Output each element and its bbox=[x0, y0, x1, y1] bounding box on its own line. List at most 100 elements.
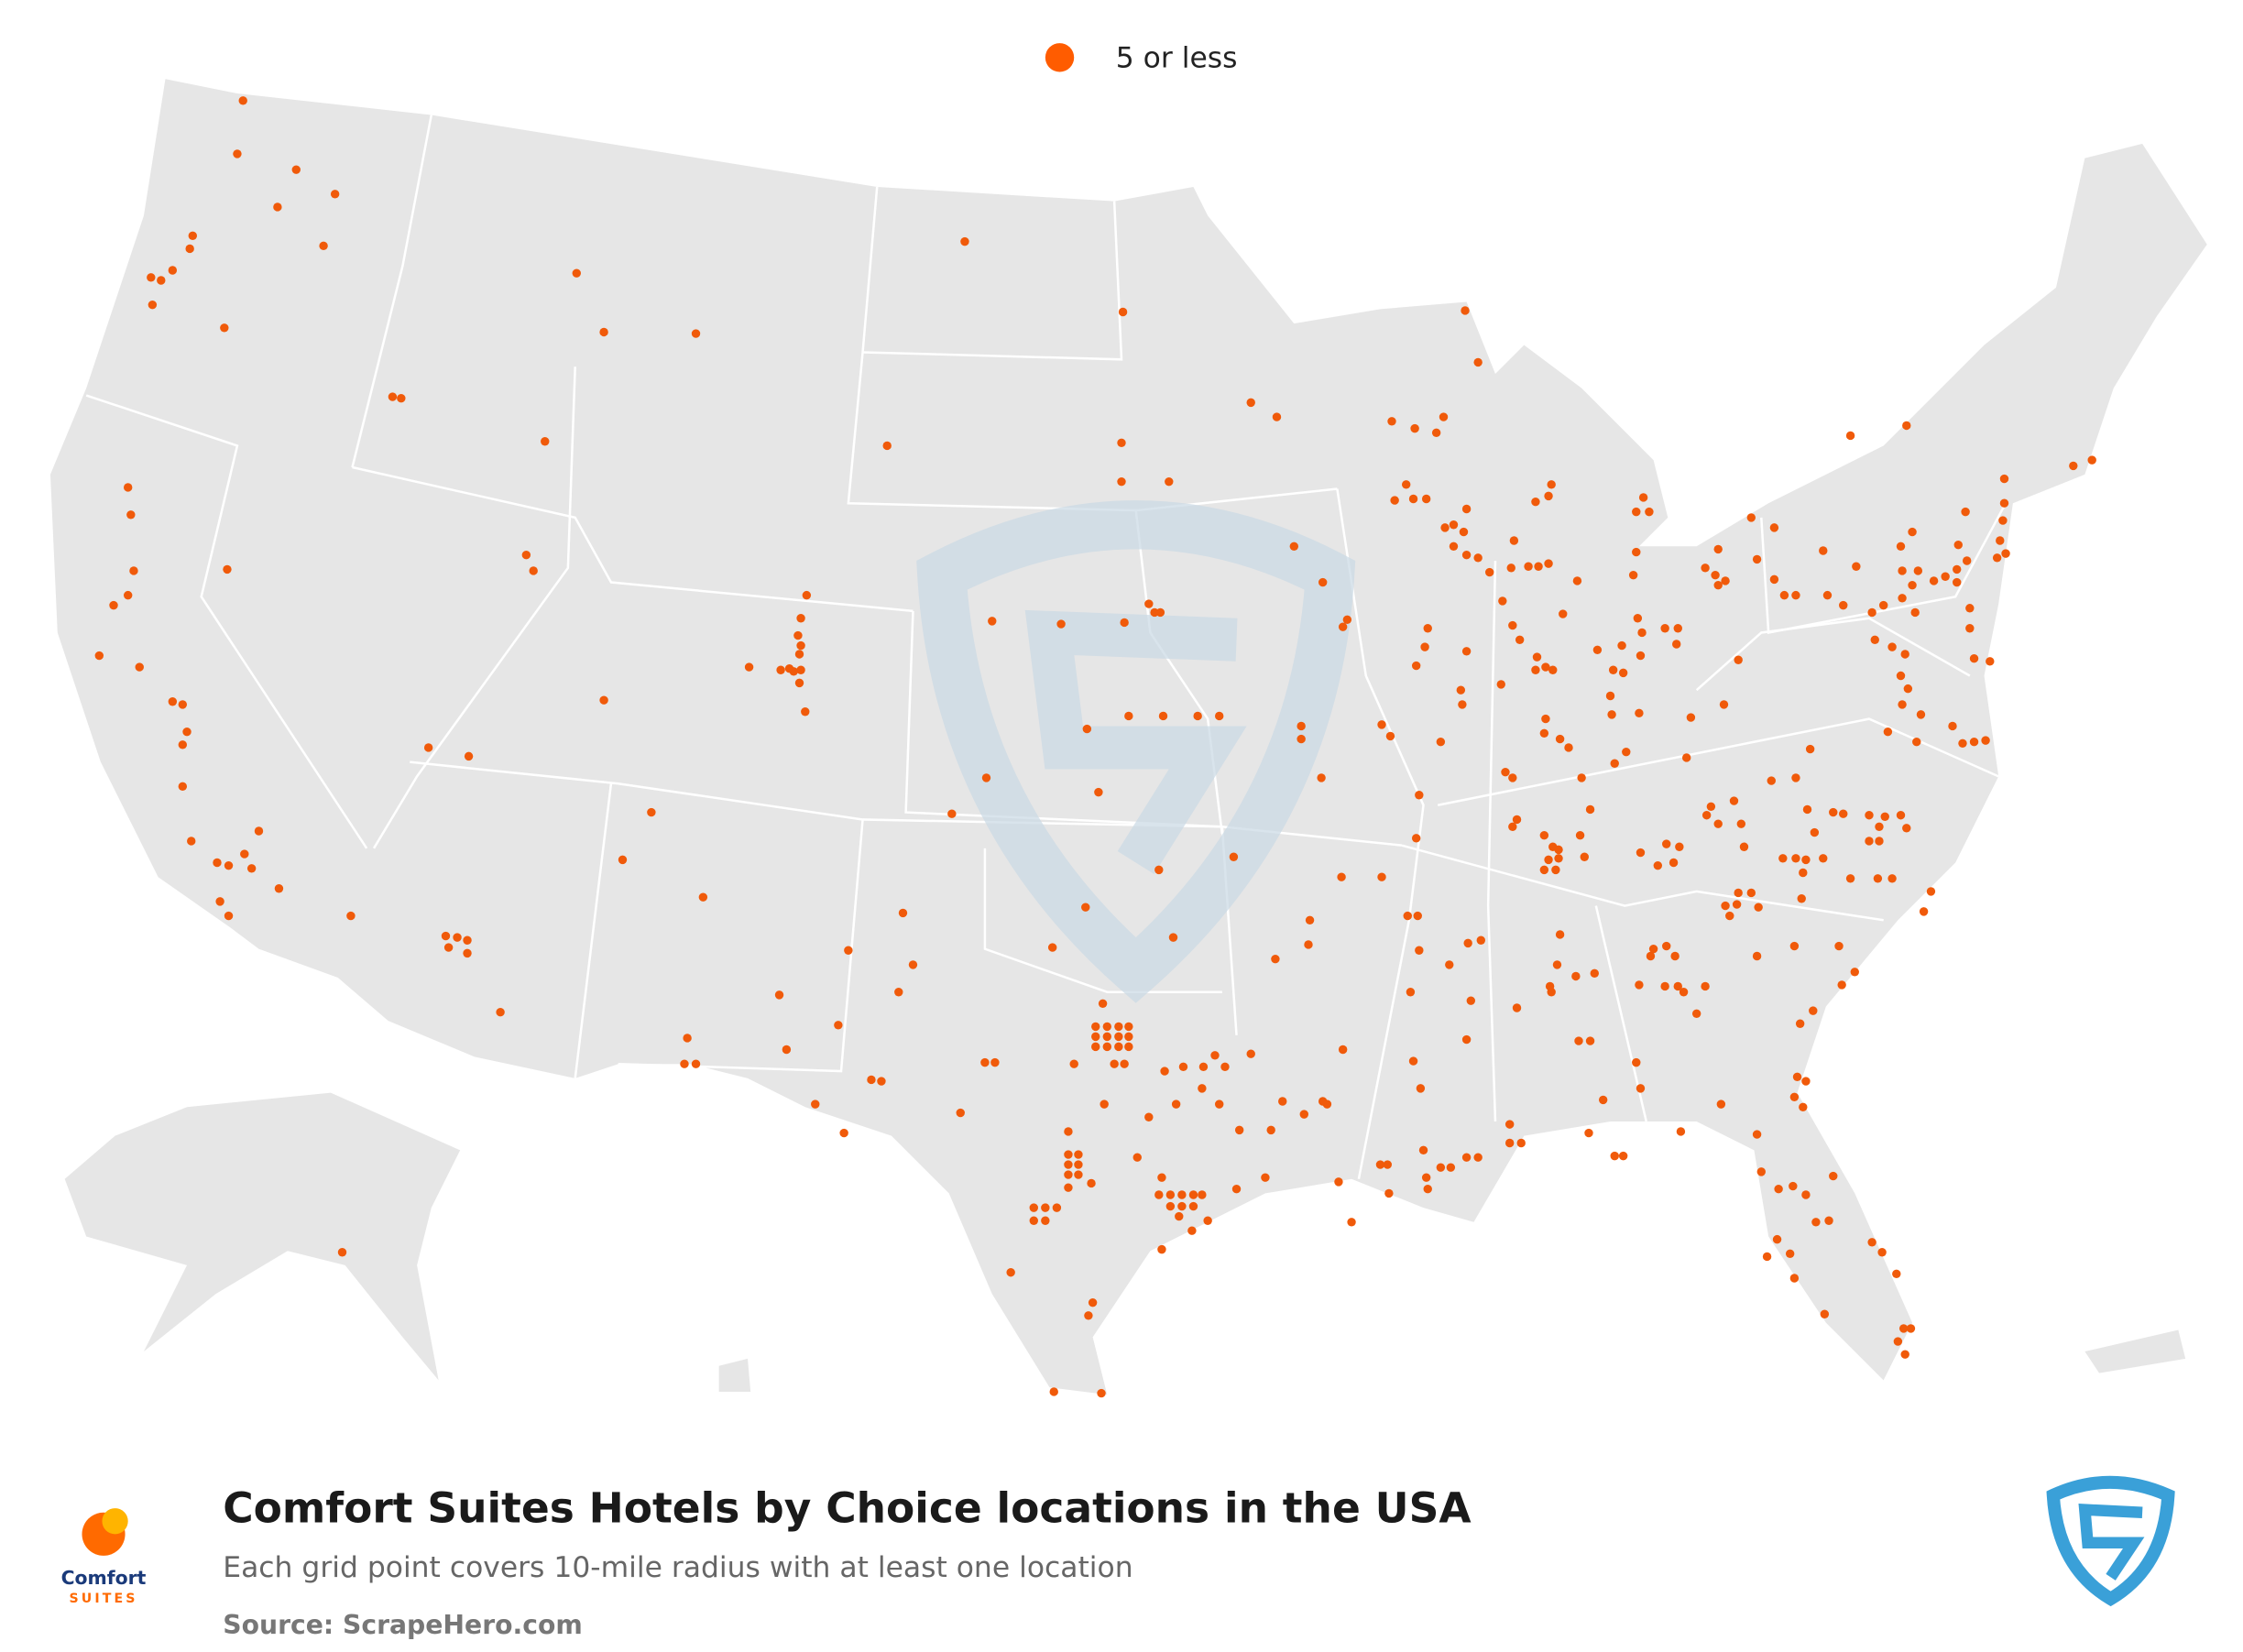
location-dot bbox=[1878, 600, 1888, 610]
location-dot bbox=[1416, 1084, 1426, 1093]
location-dot bbox=[1811, 1218, 1821, 1227]
location-dot bbox=[1574, 1036, 1583, 1045]
location-dot bbox=[1898, 700, 1907, 709]
location-dot bbox=[1721, 576, 1730, 585]
location-dot bbox=[1411, 661, 1421, 671]
location-dot bbox=[1214, 711, 1224, 721]
location-dot bbox=[1754, 903, 1763, 912]
location-dot bbox=[1850, 968, 1859, 977]
location-dot bbox=[1769, 574, 1779, 585]
location-dot bbox=[224, 911, 234, 921]
location-dot bbox=[187, 837, 196, 846]
location-dot bbox=[1552, 960, 1562, 969]
location-dot bbox=[1544, 491, 1553, 501]
location-dot bbox=[1512, 1003, 1522, 1012]
location-dot bbox=[572, 268, 581, 278]
location-dot bbox=[1421, 1173, 1431, 1182]
location-dot bbox=[123, 483, 133, 492]
location-dot bbox=[894, 988, 903, 997]
location-dot bbox=[1892, 1269, 1901, 1279]
location-dot bbox=[1618, 668, 1628, 678]
location-dot bbox=[1713, 580, 1723, 590]
location-dot bbox=[1547, 480, 1556, 489]
location-dot bbox=[1496, 680, 1505, 689]
location-dot bbox=[1653, 860, 1663, 870]
location-dot bbox=[1261, 1173, 1270, 1182]
shield bbox=[2046, 1475, 2175, 1607]
location-dot bbox=[1801, 855, 1811, 865]
location-dot bbox=[1094, 787, 1103, 797]
location-dot bbox=[1531, 497, 1540, 507]
location-dot bbox=[1736, 819, 1746, 828]
location-dot bbox=[1504, 1120, 1515, 1129]
location-dot bbox=[1534, 562, 1543, 571]
location-dot bbox=[877, 1077, 886, 1086]
location-dot bbox=[1900, 650, 1909, 659]
location-dot bbox=[1305, 915, 1315, 924]
location-dot bbox=[691, 1059, 701, 1068]
location-dot bbox=[1266, 1125, 1275, 1135]
location-dot bbox=[796, 665, 805, 674]
location-dot bbox=[1810, 827, 1820, 837]
location-dot bbox=[1375, 1160, 1385, 1169]
location-dot bbox=[1082, 724, 1092, 734]
location-dot bbox=[1739, 842, 1749, 851]
location-dot bbox=[1548, 665, 1558, 674]
location-dot bbox=[1795, 1019, 1805, 1028]
location-dot bbox=[1941, 572, 1950, 581]
location-dot bbox=[1681, 753, 1691, 762]
location-dot bbox=[1637, 628, 1647, 638]
location-dot bbox=[1789, 1181, 1798, 1191]
location-dot bbox=[529, 566, 538, 575]
location-dot bbox=[1958, 738, 1967, 748]
location-dot bbox=[1436, 1163, 1446, 1172]
state-borders bbox=[85, 115, 2008, 1179]
location-dot bbox=[1645, 507, 1654, 517]
location-dot bbox=[793, 630, 803, 640]
location-dot bbox=[1965, 604, 1975, 613]
location-dot bbox=[1439, 412, 1449, 421]
location-dot bbox=[1660, 624, 1669, 633]
location-dot bbox=[1662, 839, 1671, 848]
location-dot bbox=[1799, 1102, 1808, 1111]
location-dot bbox=[1824, 1216, 1833, 1225]
location-dot bbox=[1165, 476, 1174, 487]
location-dot bbox=[1711, 570, 1720, 580]
location-dot bbox=[1406, 988, 1416, 997]
location-dot bbox=[1418, 1145, 1428, 1155]
location-dot bbox=[1809, 1006, 1818, 1015]
location-dot bbox=[224, 860, 234, 870]
location-dot bbox=[1100, 1100, 1109, 1109]
location-dot bbox=[1168, 933, 1178, 942]
location-dot bbox=[1585, 804, 1595, 815]
location-dot bbox=[238, 96, 247, 105]
location-dot bbox=[1214, 1100, 1224, 1109]
location-dot bbox=[1091, 1042, 1100, 1052]
location-dot bbox=[839, 1128, 848, 1138]
location-dot bbox=[1686, 713, 1696, 722]
location-dot bbox=[1384, 1188, 1394, 1198]
location-dot bbox=[1515, 635, 1525, 644]
location-dot bbox=[1064, 1160, 1073, 1169]
location-dot bbox=[1746, 513, 1756, 522]
location-dot bbox=[1590, 968, 1599, 979]
location-dot bbox=[1114, 1032, 1123, 1042]
location-dot bbox=[1541, 662, 1550, 672]
location-dot bbox=[1887, 642, 1897, 651]
scrapehero-logo bbox=[2046, 1475, 2175, 1607]
location-dot bbox=[1097, 1388, 1106, 1398]
location-dot bbox=[1998, 516, 2008, 525]
location-dot bbox=[453, 933, 462, 942]
location-dot bbox=[1669, 858, 1679, 868]
location-dot bbox=[1834, 941, 1844, 951]
location-dot bbox=[1805, 744, 1815, 754]
location-dot bbox=[1903, 684, 1913, 694]
location-dot bbox=[1338, 1045, 1348, 1055]
location-dot bbox=[1691, 1009, 1701, 1018]
watermark-shield bbox=[916, 500, 1356, 1003]
location-dot bbox=[1584, 1128, 1593, 1138]
location-dot bbox=[1088, 1297, 1098, 1307]
location-dot bbox=[1801, 1190, 1811, 1199]
location-dot bbox=[1953, 541, 1963, 550]
